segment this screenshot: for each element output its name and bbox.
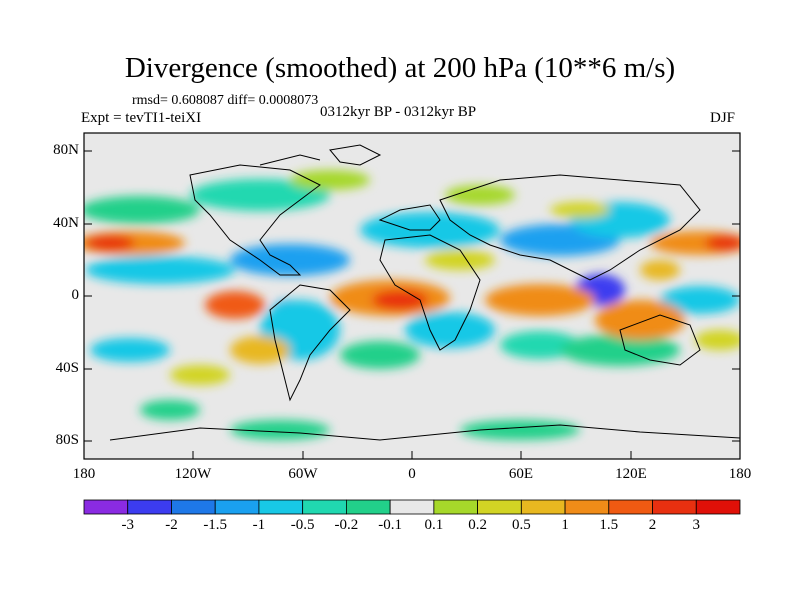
colorbar-label: -0.2 xyxy=(334,517,359,533)
divergence-field xyxy=(84,170,740,440)
colorbar-swatch xyxy=(214,499,260,515)
lat-label: 40S xyxy=(55,360,79,376)
colorbar-label: -0.5 xyxy=(290,517,315,533)
colorbar-label: 0.5 xyxy=(511,517,531,533)
lon-label: 60W xyxy=(288,466,318,482)
colorbar-label: 0.1 xyxy=(424,517,444,533)
colorbar-swatch xyxy=(695,499,741,515)
colorbar-swatch xyxy=(477,499,522,515)
colorbar-swatch xyxy=(127,499,172,515)
colorbar-swatch xyxy=(520,499,566,515)
lon-label: 0 xyxy=(408,466,416,482)
lat-label: 0 xyxy=(71,287,80,303)
colorbar-swatch xyxy=(564,499,610,515)
colorbar-swatch xyxy=(433,499,479,515)
lon-label: 180 xyxy=(728,466,752,482)
coastlines xyxy=(109,144,740,441)
colorbar-swatch xyxy=(389,499,435,515)
colorbar-swatch xyxy=(171,499,216,515)
colorbar-label: -2 xyxy=(165,517,178,533)
lon-label: 120W xyxy=(174,466,212,482)
colorbar-swatch xyxy=(258,499,304,515)
colorbar-swatch xyxy=(608,499,653,515)
colorbar-label: -0.1 xyxy=(378,517,402,533)
figure-title: Divergence (smoothed) at 200 hPa (10**6 … xyxy=(124,52,676,84)
lon-label: 60E xyxy=(508,466,534,482)
lat-label: 40N xyxy=(53,215,79,231)
lon-label: 120E xyxy=(615,466,647,482)
colorbar-label: 3 xyxy=(692,517,701,533)
season-label: DJF xyxy=(710,110,736,126)
period-label: 0312kyr BP - 0312kyr BP xyxy=(320,104,477,120)
experiment-label: Expt = tevTI1-teiXI xyxy=(81,110,202,126)
lon-label: 180 xyxy=(72,466,96,482)
colorbar-label: -3 xyxy=(121,517,134,533)
colorbar-label: -1 xyxy=(252,517,266,533)
lat-label: 80S xyxy=(55,432,79,448)
colorbar-label: 2 xyxy=(648,517,657,533)
colorbar-swatch xyxy=(345,499,391,515)
colorbar-label: 1 xyxy=(561,517,569,533)
colorbar xyxy=(83,499,741,515)
colorbar-swatch xyxy=(652,499,697,515)
colorbar-swatch xyxy=(302,499,347,515)
lat-label: 80N xyxy=(53,142,79,158)
colorbar-label: 0.2 xyxy=(468,517,487,533)
colorbar-swatch xyxy=(83,499,129,515)
stats-text: rmsd= 0.608087 diff= 0.0008073 xyxy=(132,93,319,108)
colorbar-label: -1.5 xyxy=(203,517,228,533)
colorbar-label: 1.5 xyxy=(599,517,619,533)
axis-ticks xyxy=(83,150,741,459)
